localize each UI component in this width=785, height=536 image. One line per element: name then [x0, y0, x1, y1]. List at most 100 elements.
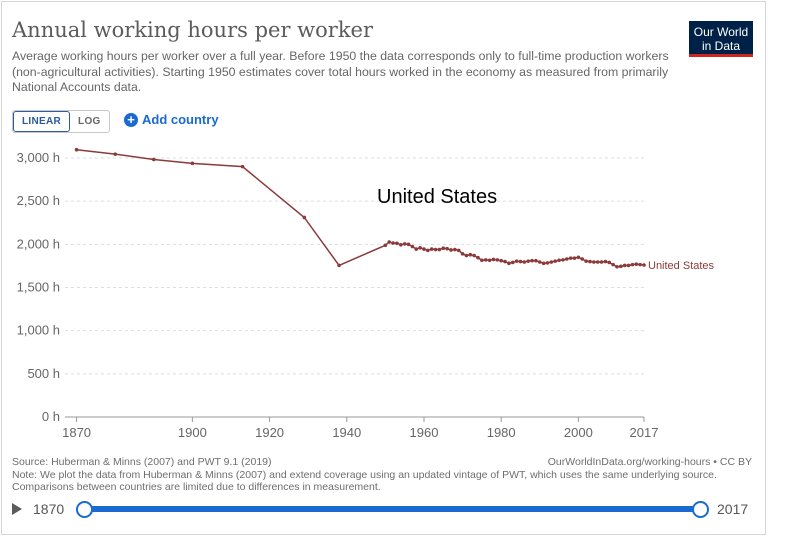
data-point [464, 253, 469, 258]
x-tick-label: 1900 [178, 425, 207, 440]
data-point [441, 246, 446, 251]
data-point [456, 248, 461, 253]
timeline-start-handle[interactable] [76, 501, 93, 518]
source-url[interactable]: OurWorldInData.org/working-hours • CC BY [547, 456, 752, 468]
data-point [190, 161, 195, 166]
data-point [240, 164, 245, 169]
logo-line-2: in Data [701, 39, 741, 53]
owid-logo[interactable]: Our World in Data [689, 21, 753, 57]
data-point [619, 264, 623, 269]
data-point [399, 242, 403, 247]
series-line [76, 148, 645, 268]
data-point [615, 264, 619, 269]
x-tick-label: 1940 [332, 425, 361, 440]
x-tick-label: 2017 [630, 425, 659, 440]
note-text: Note: We plot the data from Huberman & M… [12, 468, 717, 494]
data-point [576, 255, 581, 260]
data-point [337, 263, 341, 268]
logo-line-1: Our World [693, 25, 749, 39]
data-point [503, 259, 507, 264]
data-point [537, 260, 542, 264]
y-tick-label: 2,000 h [17, 236, 60, 251]
data-point [468, 252, 473, 257]
data-point [622, 263, 627, 268]
log-scale-button[interactable]: LOG [78, 116, 101, 127]
x-tick-label: 2000 [564, 425, 593, 440]
line-chart: 0 h 500 h 1,000 h 1,500 h 2,000 h 2,500 h 3,00… [17, 147, 715, 440]
data-point [518, 259, 523, 264]
scale-toggle: LINEAR LOG [12, 110, 110, 133]
data-point [429, 247, 434, 251]
timeline: 1870 2017 [12, 499, 752, 519]
timeline-track[interactable] [82, 506, 700, 512]
y-tick-label: 500 h [27, 366, 60, 381]
data-point [391, 241, 395, 245]
y-tick-label: 1,000 h [17, 323, 60, 338]
x-tick-label: 1980 [487, 425, 516, 440]
data-point [499, 258, 503, 263]
data-point [561, 258, 565, 262]
data-point [526, 259, 530, 263]
data-point [507, 261, 511, 266]
timeline-start-label: 1870 [33, 501, 65, 517]
data-point [453, 247, 457, 252]
data-point [476, 255, 480, 260]
plus-circle-icon: + [124, 112, 138, 127]
add-country-label: Add country [142, 112, 219, 127]
data-point [491, 257, 496, 262]
series-label: United States [648, 260, 715, 272]
x-tick-label: 1920 [255, 425, 284, 440]
data-point [302, 215, 307, 220]
data-point [113, 152, 117, 156]
data-point [584, 259, 588, 263]
data-point [599, 260, 604, 264]
data-point [642, 263, 646, 267]
data-point [74, 147, 79, 152]
data-point [638, 262, 642, 267]
linear-scale-button[interactable]: LINEAR [13, 111, 71, 132]
footer: Source: Huberman & Minns (2007) and PWT … [12, 456, 752, 494]
data-point [572, 256, 577, 260]
source-text: Source: Huberman & Minns (2007) and PWT … [12, 456, 272, 468]
data-point [545, 261, 550, 265]
data-point [514, 259, 519, 263]
data-point [483, 258, 488, 262]
data-point [588, 259, 592, 264]
y-tick-label: 3,000 h [17, 150, 60, 165]
data-point [410, 244, 415, 249]
data-point [151, 157, 156, 162]
data-point [568, 256, 573, 260]
data-point [534, 258, 538, 263]
data-point [634, 262, 639, 266]
data-point [607, 260, 612, 265]
chart-frame [1, 1, 766, 535]
timeline-end-handle[interactable] [692, 501, 709, 518]
data-point [460, 252, 465, 256]
data-point [480, 258, 484, 263]
data-point [449, 248, 453, 252]
data-point [603, 259, 608, 264]
y-tick-label: 1,500 h [17, 280, 60, 295]
chart-annotation: United States [377, 186, 497, 208]
data-point [414, 247, 419, 251]
page-title: Annual working hours per worker [12, 18, 374, 42]
x-tick-label: 1960 [410, 425, 439, 440]
play-icon[interactable] [12, 503, 22, 515]
data-point [395, 241, 399, 246]
data-point [522, 260, 527, 264]
add-country-button[interactable]: + Add country [124, 112, 219, 127]
chart-subtitle: Average working hours per worker over a … [12, 49, 669, 94]
data-point [426, 248, 430, 253]
data-point [630, 262, 635, 267]
data-point [541, 261, 546, 266]
data-point [418, 245, 422, 250]
x-tick-label: 1870 [62, 425, 91, 440]
data-point [406, 242, 411, 247]
y-tick-label: 0 h [42, 409, 60, 424]
data-point [592, 260, 596, 264]
data-point [565, 257, 569, 261]
data-point [595, 260, 600, 264]
timeline-end-label: 2017 [717, 501, 749, 517]
data-point [487, 258, 492, 263]
data-point [422, 247, 426, 251]
